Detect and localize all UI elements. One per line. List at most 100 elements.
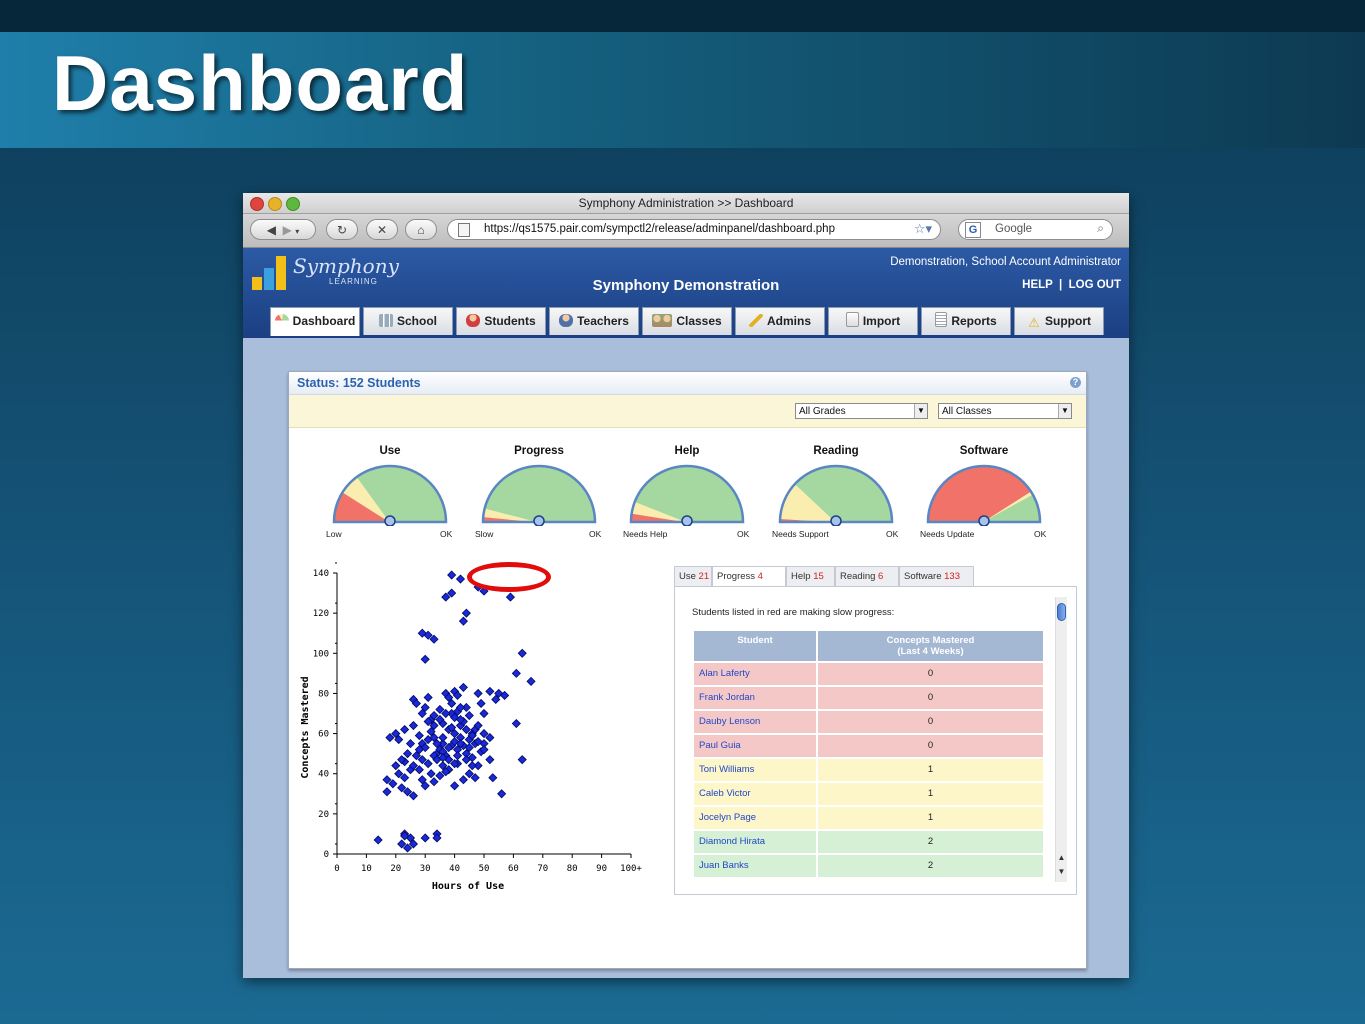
tab-students[interactable]: Students bbox=[456, 307, 546, 335]
data-point bbox=[408, 720, 419, 731]
teacher-icon bbox=[559, 314, 574, 327]
student-icon bbox=[466, 314, 481, 327]
back-arrow-icon[interactable]: ◀ bbox=[266, 223, 276, 237]
gauge-help bbox=[629, 464, 745, 526]
tab-teachers[interactable]: Teachers bbox=[549, 307, 639, 335]
tab-dashboard[interactable]: Dashboard bbox=[270, 307, 360, 336]
student-name-link[interactable]: Frank Jordan bbox=[694, 687, 816, 709]
column-header-student[interactable]: Student bbox=[694, 631, 816, 661]
grade-select[interactable]: All Grades ▼ bbox=[795, 403, 928, 419]
tab-import[interactable]: Import bbox=[828, 307, 918, 335]
data-point bbox=[423, 630, 433, 640]
school-name: Symphony Demonstration bbox=[592, 277, 780, 294]
close-window-icon[interactable] bbox=[250, 197, 264, 211]
tab-label: Dashboard bbox=[292, 314, 356, 328]
student-name-link[interactable]: Caleb Victor bbox=[694, 783, 816, 805]
student-name-link[interactable]: Toni Williams bbox=[694, 759, 816, 781]
tab-label: Admins bbox=[766, 314, 811, 328]
x-tick-label: 30 bbox=[420, 864, 431, 874]
data-point bbox=[517, 755, 527, 765]
address-bar[interactable]: https://qs1575.pair.com/sympctl2/release… bbox=[447, 219, 941, 240]
data-point bbox=[397, 783, 407, 793]
gauge-title: Progress bbox=[514, 445, 564, 457]
concepts-mastered-value: 1 bbox=[818, 759, 1043, 781]
data-point bbox=[458, 775, 468, 785]
tab-use[interactable]: Use 21 bbox=[674, 566, 712, 586]
data-point bbox=[505, 592, 516, 602]
tab-support[interactable]: ⚠ Support bbox=[1014, 307, 1104, 335]
tab-label: Help bbox=[791, 571, 811, 582]
tab-admins[interactable]: Admins bbox=[735, 307, 825, 335]
stop-button[interactable]: ✕ bbox=[366, 219, 398, 240]
bookmark-star-icon[interactable]: ☆▾ bbox=[913, 221, 932, 236]
home-button[interactable]: ⌂ bbox=[405, 219, 437, 240]
tab-classes[interactable]: Classes bbox=[642, 307, 732, 335]
data-point bbox=[476, 698, 486, 709]
data-point bbox=[420, 833, 430, 843]
scroll-down-icon[interactable]: ▼ bbox=[1057, 867, 1066, 876]
gauge-needle-hub bbox=[384, 515, 396, 526]
help-link[interactable]: HELP bbox=[1022, 279, 1053, 291]
student-name-link[interactable]: Paul Guia bbox=[694, 735, 816, 757]
table-row: Frank Jordan 0 bbox=[694, 687, 1043, 709]
table-note: Students listed in red are making slow p… bbox=[692, 607, 895, 618]
back-forward-buttons[interactable]: ◀ ▶ ▾ bbox=[250, 219, 316, 240]
y-tick-label: 100 bbox=[313, 649, 329, 659]
user-role: Demonstration, School Account Administra… bbox=[890, 256, 1121, 268]
student-name-link[interactable]: Dauby Lenson bbox=[694, 711, 816, 733]
logout-link[interactable]: LOG OUT bbox=[1068, 279, 1121, 291]
data-point bbox=[438, 753, 448, 763]
tab-progress[interactable]: Progress 4 bbox=[712, 566, 786, 586]
data-point bbox=[426, 726, 436, 737]
tab-reading[interactable]: Reading 6 bbox=[835, 566, 899, 586]
table-scrollbar[interactable]: ▲ ▼ bbox=[1055, 597, 1067, 882]
data-point bbox=[429, 634, 439, 644]
y-tick-label: 80 bbox=[318, 689, 329, 699]
gauge-rim bbox=[481, 464, 597, 524]
data-point bbox=[444, 743, 454, 753]
gauge-icon bbox=[274, 314, 289, 327]
home-icon: ⌂ bbox=[417, 223, 425, 237]
gauge-rim bbox=[332, 464, 448, 524]
page-icon bbox=[458, 223, 470, 237]
tab-help[interactable]: Help 15 bbox=[786, 566, 835, 586]
scroll-up-icon[interactable]: ▲ bbox=[1057, 853, 1066, 862]
x-tick-label: 10 bbox=[361, 864, 372, 874]
help-icon[interactable]: ? bbox=[1070, 377, 1081, 388]
gauge-high-label: OK bbox=[440, 529, 453, 539]
data-point bbox=[429, 710, 439, 721]
student-name-link[interactable]: Alan Laferty bbox=[694, 663, 816, 685]
data-point bbox=[511, 718, 521, 729]
student-name-link[interactable]: Diamond Hirata bbox=[694, 831, 816, 853]
data-point bbox=[417, 708, 427, 719]
search-icon[interactable]: ⌕ bbox=[1097, 221, 1104, 235]
data-point bbox=[420, 781, 430, 791]
data-point bbox=[405, 739, 416, 749]
student-name-link[interactable]: Juan Banks bbox=[694, 855, 816, 877]
tab-software[interactable]: Software 133 bbox=[899, 566, 974, 586]
y-tick-label: 40 bbox=[318, 770, 329, 780]
data-point bbox=[473, 688, 483, 698]
gauge-high-label: OK bbox=[737, 529, 750, 539]
tab-school[interactable]: School bbox=[363, 307, 453, 335]
zoom-window-icon[interactable] bbox=[286, 197, 300, 211]
scrollbar-thumb[interactable] bbox=[1057, 603, 1066, 621]
minimize-window-icon[interactable] bbox=[268, 197, 282, 211]
data-point bbox=[447, 588, 457, 598]
filter-bar: All Grades ▼ All Classes ▼ bbox=[289, 395, 1086, 428]
tab-reports[interactable]: Reports bbox=[921, 307, 1011, 335]
history-dropdown-icon[interactable]: ▾ bbox=[295, 227, 300, 236]
stop-icon: ✕ bbox=[376, 223, 388, 237]
data-point bbox=[402, 749, 413, 759]
tab-label: Classes bbox=[676, 314, 722, 328]
search-input[interactable]: G Google ⌕ bbox=[958, 219, 1113, 240]
url-text[interactable]: https://qs1575.pair.com/sympctl2/release… bbox=[484, 223, 835, 235]
scatter-chart: 0 20 40 60 80 100 120 140 0 10 20 30 40 50 60 70 80 90 100… bbox=[300, 562, 642, 892]
y-tick-label: 20 bbox=[318, 810, 329, 820]
student-name-link[interactable]: Jocelyn Page bbox=[694, 807, 816, 829]
class-select[interactable]: All Classes ▼ bbox=[938, 403, 1072, 419]
forward-arrow-icon[interactable]: ▶ bbox=[282, 223, 292, 237]
reload-button[interactable]: ↻ bbox=[326, 219, 358, 240]
search-engine-icon[interactable]: G bbox=[965, 222, 981, 238]
column-header-concepts[interactable]: Concepts Mastered (Last 4 Weeks) bbox=[818, 631, 1043, 661]
